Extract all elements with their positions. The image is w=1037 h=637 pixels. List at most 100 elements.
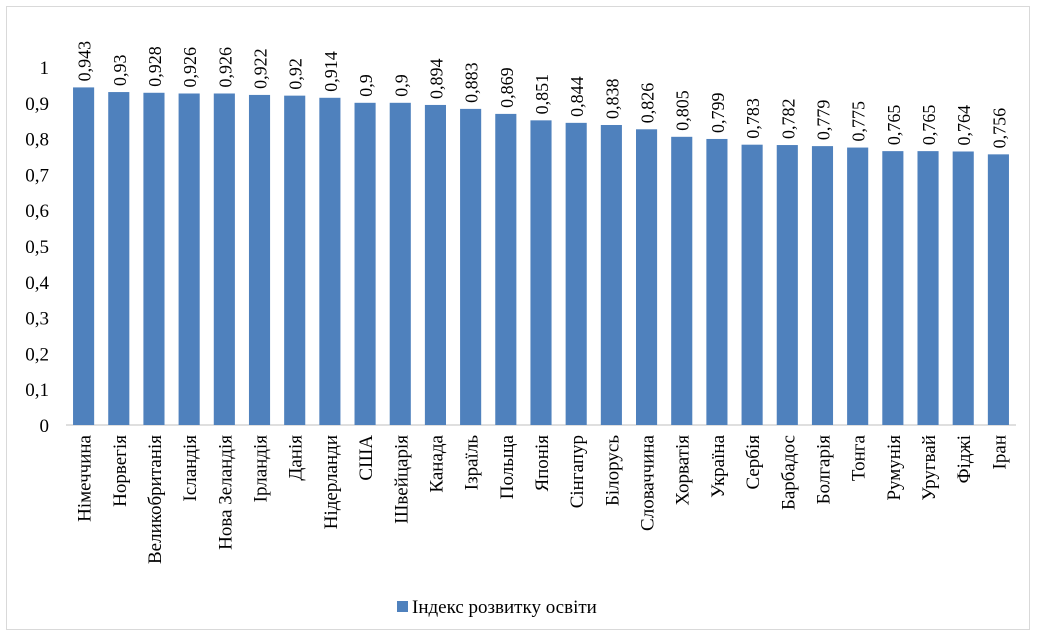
x-category-label: Іран xyxy=(989,435,1010,469)
bar-value-label: 0,826 xyxy=(638,83,658,124)
bar xyxy=(495,113,517,425)
bar xyxy=(565,122,587,426)
legend: Індекс розвитку освіти xyxy=(397,597,597,618)
category-labels: Німеччина Норвегія Великобританія Ісландія Н… xyxy=(75,434,1011,564)
x-category-label: Білорусь xyxy=(602,435,623,506)
bar xyxy=(636,129,658,426)
bar-value-label: 0,805 xyxy=(673,90,693,131)
bar xyxy=(73,87,95,425)
bar-value-label: 0,764 xyxy=(954,105,974,146)
x-category-label: Ізраїль xyxy=(462,435,483,491)
bar xyxy=(424,104,446,425)
bar-value-label: 0,922 xyxy=(251,48,271,89)
legend-label: Індекс розвитку освіти xyxy=(412,597,597,618)
x-category-label: Сербія xyxy=(743,435,764,490)
bar xyxy=(882,151,904,425)
x-category-label: Ірландія xyxy=(251,435,272,503)
bar-value-label: 0,799 xyxy=(708,92,728,133)
bar xyxy=(671,136,693,425)
y-tick-label: 0,1 xyxy=(25,380,49,401)
x-category-label: Великобританія xyxy=(145,435,166,564)
bar-value-label: 0,756 xyxy=(989,108,1009,149)
y-axis-ticks: 0 0,1 0,2 0,3 0,4 0,5 0,6 0,7 0,8 0,9 1 xyxy=(25,58,49,437)
bar-value-label: 0,926 xyxy=(180,47,200,88)
y-tick-label: 0,4 xyxy=(25,273,49,294)
x-category-label: Румунія xyxy=(884,435,905,501)
bar xyxy=(776,145,798,425)
x-category-label: США xyxy=(356,435,377,481)
bar-value-label: 0,775 xyxy=(849,101,869,142)
x-category-label: Тонга xyxy=(849,434,870,481)
bar-value-label: 0,928 xyxy=(145,46,165,87)
bar-value-label: 0,851 xyxy=(532,74,552,115)
x-category-label: Болгарія xyxy=(813,435,834,505)
x-category-label: Нова Зеландія xyxy=(215,435,236,550)
bars xyxy=(73,87,1009,426)
bar xyxy=(108,92,130,425)
x-category-label: Німеччина xyxy=(75,434,96,521)
x-category-label: Словаччина xyxy=(638,434,659,530)
bar xyxy=(354,102,376,426)
x-category-label: Швейцарія xyxy=(391,435,412,524)
y-tick-label: 0 xyxy=(40,416,50,437)
bar-value-label: 0,783 xyxy=(743,98,763,139)
bar-value-label: 0,869 xyxy=(497,67,517,108)
bar xyxy=(706,138,728,425)
bar xyxy=(389,102,411,426)
bar xyxy=(847,147,869,426)
x-category-label: Україна xyxy=(708,434,729,497)
bar-value-label: 0,894 xyxy=(426,58,446,99)
x-category-label: Нідерланди xyxy=(321,435,342,529)
bar xyxy=(178,93,200,425)
bar-value-label: 0,838 xyxy=(602,78,622,119)
bar xyxy=(600,124,622,425)
bar-value-label: 0,883 xyxy=(462,62,482,103)
bar xyxy=(284,95,306,425)
x-category-label: Норвегія xyxy=(110,435,131,507)
bar-value-label: 0,93 xyxy=(110,55,130,87)
legend-swatch xyxy=(397,601,408,612)
bar-value-label: 0,779 xyxy=(813,100,833,141)
value-labels: 0,943 0,93 0,928 0,926 0,926 0,922 0,92 0,914 0,… xyxy=(75,41,1010,148)
x-category-label: Японія xyxy=(532,435,553,492)
x-category-label: Канада xyxy=(426,434,447,492)
bar-value-label: 0,926 xyxy=(215,47,235,88)
bar xyxy=(213,93,235,425)
bar xyxy=(319,97,341,426)
x-category-label: Польща xyxy=(497,434,518,499)
bar xyxy=(952,151,974,425)
x-category-label: Уругвай xyxy=(919,435,940,501)
y-tick-label: 0,3 xyxy=(25,309,49,330)
bar xyxy=(460,108,482,426)
bar-value-label: 0,9 xyxy=(391,74,411,97)
x-category-label: Фіджі xyxy=(954,435,975,483)
bar-value-label: 0,914 xyxy=(321,51,341,92)
y-tick-label: 0,5 xyxy=(25,237,49,258)
y-tick-label: 0,2 xyxy=(25,344,49,365)
y-tick-label: 1 xyxy=(40,58,50,79)
bar xyxy=(811,146,834,426)
x-category-label: Барбадос xyxy=(778,435,799,510)
bar xyxy=(530,120,552,425)
bar xyxy=(741,144,763,425)
x-category-label: Сінгапур xyxy=(567,435,588,508)
y-tick-label: 0,7 xyxy=(25,165,49,186)
bar-value-label: 0,844 xyxy=(567,76,587,117)
x-category-label: Ісландія xyxy=(180,435,201,502)
bar xyxy=(248,94,271,425)
x-category-label: Хорватія xyxy=(673,435,694,506)
bar-value-label: 0,9 xyxy=(356,74,376,97)
y-tick-label: 0,6 xyxy=(25,201,49,222)
bar-value-label: 0,765 xyxy=(884,105,904,146)
y-tick-label: 0,9 xyxy=(25,94,49,115)
bar-value-label: 0,943 xyxy=(75,41,95,82)
bar-value-label: 0,782 xyxy=(778,99,798,140)
x-category-label: Данія xyxy=(286,435,307,481)
y-tick-label: 0,8 xyxy=(25,130,49,151)
bar xyxy=(917,151,939,425)
bar xyxy=(143,92,165,425)
bar xyxy=(987,154,1009,426)
bar-value-label: 0,765 xyxy=(919,105,939,146)
bar-value-label: 0,92 xyxy=(286,58,306,90)
